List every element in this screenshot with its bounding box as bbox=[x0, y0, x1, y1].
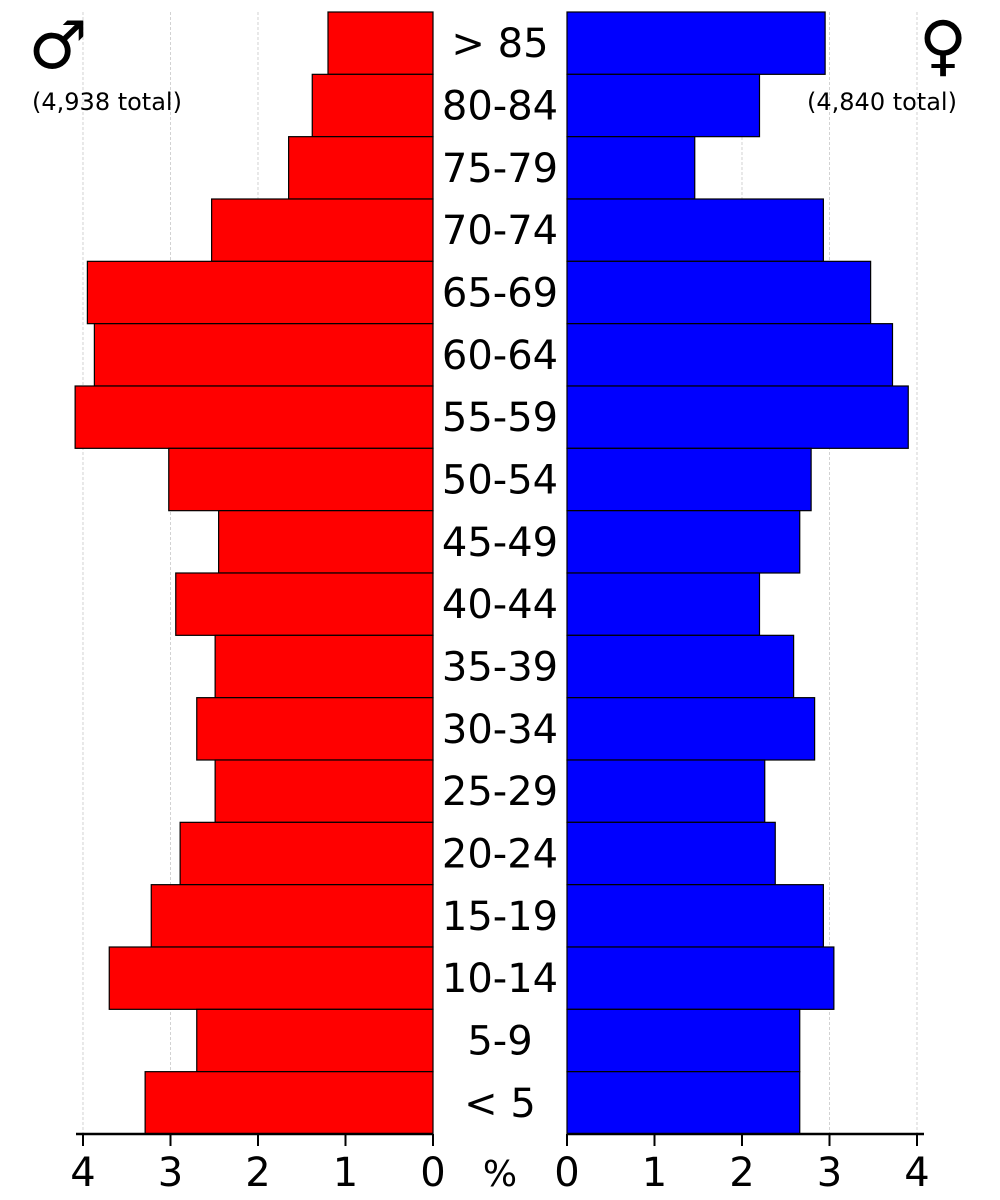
male-bar bbox=[179, 821, 434, 886]
age-group-label: 75-79 bbox=[442, 146, 558, 192]
female-bar bbox=[566, 1071, 801, 1135]
left-x-tick-label: 0 bbox=[420, 1150, 445, 1196]
age-group-label: < 5 bbox=[464, 1081, 536, 1127]
age-group-label: 10-14 bbox=[442, 956, 558, 1002]
left-x-tick-label: 1 bbox=[333, 1150, 358, 1196]
age-group-label: > 85 bbox=[451, 21, 548, 67]
male-bar bbox=[214, 634, 434, 699]
female-bar bbox=[566, 136, 696, 200]
female-bar bbox=[566, 884, 824, 948]
age-group-label: 40-44 bbox=[442, 582, 558, 628]
female-bar bbox=[566, 1008, 801, 1073]
left-x-tick-label: 3 bbox=[158, 1150, 183, 1196]
female-bar bbox=[566, 260, 872, 325]
age-group-label: 30-34 bbox=[442, 707, 558, 753]
left-x-tick-label: 4 bbox=[70, 1150, 95, 1196]
female-bar bbox=[566, 697, 816, 761]
female-bar bbox=[566, 821, 776, 886]
age-group-label: 70-74 bbox=[442, 208, 558, 254]
age-group-label: 50-54 bbox=[442, 458, 558, 504]
bars bbox=[74, 11, 909, 1135]
age-group-label: 45-49 bbox=[442, 520, 558, 566]
male-bar bbox=[93, 323, 434, 387]
male-symbol-icon: ♂ bbox=[28, 7, 87, 84]
male-total-label: (4,938 total) bbox=[32, 88, 182, 116]
age-group-label: 55-59 bbox=[442, 395, 558, 441]
right-x-tick-label: 4 bbox=[904, 1150, 929, 1196]
age-group-label: 25-29 bbox=[442, 769, 558, 815]
age-group-label: 65-69 bbox=[442, 271, 558, 317]
left-x-tick-label: 2 bbox=[245, 1150, 270, 1196]
female-bar bbox=[566, 946, 835, 1010]
right-x-tick-label: 1 bbox=[642, 1150, 667, 1196]
right-x-tick-label: 0 bbox=[554, 1150, 579, 1196]
age-group-label: 20-24 bbox=[442, 832, 558, 878]
axis-unit-label: % bbox=[483, 1154, 517, 1195]
female-bar bbox=[566, 323, 894, 387]
female-bar bbox=[566, 73, 761, 138]
female-total-label: (4,840 total) bbox=[807, 88, 957, 116]
age-group-label: 80-84 bbox=[442, 84, 558, 130]
male-bar bbox=[214, 759, 434, 823]
female-bar bbox=[566, 198, 824, 262]
female-bar bbox=[566, 447, 812, 512]
axes: 0 0 1 1 2 2 3 3 4 4% bbox=[70, 1132, 930, 1196]
male-bar bbox=[108, 946, 434, 1010]
female-bar bbox=[566, 385, 909, 449]
male-bar bbox=[196, 697, 434, 761]
male-bar bbox=[218, 510, 434, 574]
female-bar bbox=[566, 572, 761, 636]
right-x-tick-label: 2 bbox=[729, 1150, 754, 1196]
male-bar bbox=[311, 73, 434, 138]
male-bar bbox=[175, 572, 434, 636]
male-bar bbox=[211, 198, 434, 262]
age-group-label: 15-19 bbox=[442, 894, 558, 940]
male-bar bbox=[150, 884, 434, 948]
male-bar bbox=[86, 260, 434, 325]
female-symbol-icon: ♀ bbox=[919, 7, 967, 84]
male-bar bbox=[327, 11, 434, 75]
age-group-label: 60-64 bbox=[442, 333, 558, 379]
age-group-label: 5-9 bbox=[467, 1019, 532, 1065]
male-bar bbox=[144, 1071, 434, 1135]
age-group-labels: > 85 80-84 75-79 70-74 65-69 60-64 55-59 50-54 4… bbox=[442, 21, 558, 1127]
male-bar bbox=[196, 1008, 434, 1073]
male-bar bbox=[74, 385, 434, 449]
female-bar bbox=[566, 759, 766, 823]
female-bar bbox=[566, 634, 795, 699]
female-bar bbox=[566, 11, 826, 75]
female-bar bbox=[566, 510, 801, 574]
male-bar bbox=[288, 136, 434, 200]
male-bar bbox=[168, 447, 434, 512]
legend: ♂ (4,938 total) ♀ (4,840 total) bbox=[28, 7, 967, 116]
age-group-label: 35-39 bbox=[442, 645, 558, 691]
right-x-tick-label: 3 bbox=[817, 1150, 842, 1196]
